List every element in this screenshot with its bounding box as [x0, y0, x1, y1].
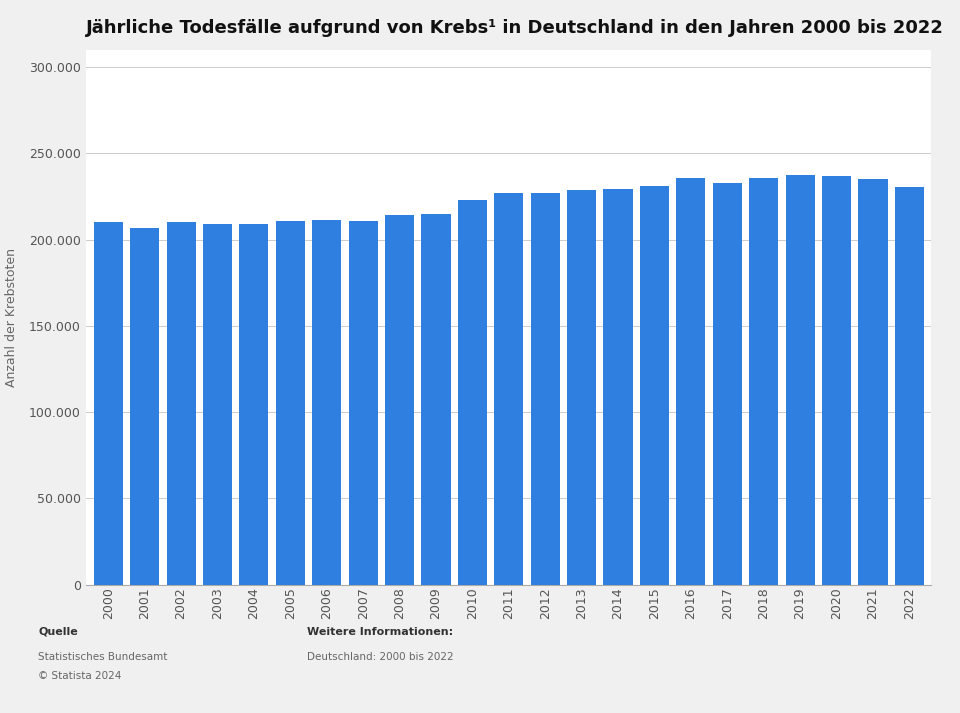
Text: Quelle: Quelle — [38, 627, 78, 637]
Bar — [166, 222, 196, 585]
Bar — [749, 178, 779, 585]
Bar — [494, 193, 523, 585]
Bar — [348, 221, 377, 585]
Bar — [131, 227, 159, 585]
Text: Deutschland: 2000 bis 2022: Deutschland: 2000 bis 2022 — [307, 652, 454, 662]
Bar — [312, 220, 342, 585]
Bar — [822, 176, 852, 585]
Bar — [640, 186, 669, 585]
Bar — [858, 179, 887, 585]
Bar — [385, 215, 414, 585]
Text: © Statista 2024: © Statista 2024 — [38, 671, 122, 681]
Bar — [567, 190, 596, 585]
Bar — [94, 222, 123, 585]
Text: Statistisches Bundesamt: Statistisches Bundesamt — [38, 652, 168, 662]
Bar — [712, 183, 742, 585]
Bar — [785, 175, 815, 585]
Bar — [676, 178, 706, 585]
Bar — [421, 214, 450, 585]
Bar — [895, 187, 924, 585]
Bar — [458, 200, 487, 585]
Y-axis label: Anzahl der Krebstoten: Anzahl der Krebstoten — [5, 248, 18, 386]
Bar — [276, 221, 305, 585]
Text: Weitere Informationen:: Weitere Informationen: — [307, 627, 453, 637]
Bar — [203, 224, 232, 585]
Text: Jährliche Todesfälle aufgrund von Krebs¹ in Deutschland in den Jahren 2000 bis 2: Jährliche Todesfälle aufgrund von Krebs¹… — [86, 19, 945, 37]
Bar — [239, 224, 269, 585]
Bar — [531, 193, 560, 585]
Bar — [604, 189, 633, 585]
